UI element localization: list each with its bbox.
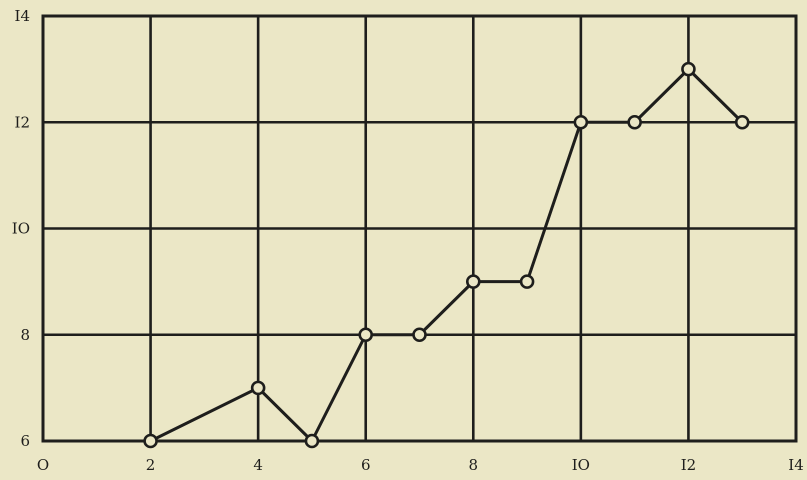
- data-point: [682, 63, 694, 75]
- grid-lines: [43, 16, 796, 441]
- data-point: [467, 276, 479, 288]
- data-point: [414, 329, 426, 341]
- data-point: [736, 116, 748, 128]
- x-axis-ticks: O 2 4 6 8 IO I2 I4: [37, 456, 804, 474]
- x-tick-label: I4: [788, 456, 803, 474]
- data-points: [145, 63, 749, 447]
- data-point: [629, 116, 641, 128]
- series-line: [151, 69, 743, 441]
- data-point: [252, 382, 264, 394]
- data-point: [145, 435, 157, 447]
- series-polyline: [151, 69, 743, 441]
- x-tick-label: 2: [146, 456, 156, 474]
- data-point: [360, 329, 372, 341]
- y-tick-label: 6: [20, 432, 30, 450]
- x-tick-label: 4: [253, 456, 263, 474]
- data-point: [306, 435, 318, 447]
- y-tick-label: IO: [12, 220, 30, 238]
- x-tick-label: I2: [681, 456, 696, 474]
- data-point: [575, 116, 587, 128]
- data-point: [521, 276, 533, 288]
- y-tick-label: 8: [20, 326, 30, 344]
- y-tick-label: I2: [15, 113, 30, 131]
- x-tick-label: 8: [469, 456, 479, 474]
- x-tick-label: O: [37, 456, 49, 474]
- x-tick-label: 6: [361, 456, 371, 474]
- x-tick-label: IO: [572, 456, 590, 474]
- y-axis-ticks: 6 8 IO I2 I4: [12, 7, 30, 450]
- y-tick-label: I4: [15, 7, 30, 25]
